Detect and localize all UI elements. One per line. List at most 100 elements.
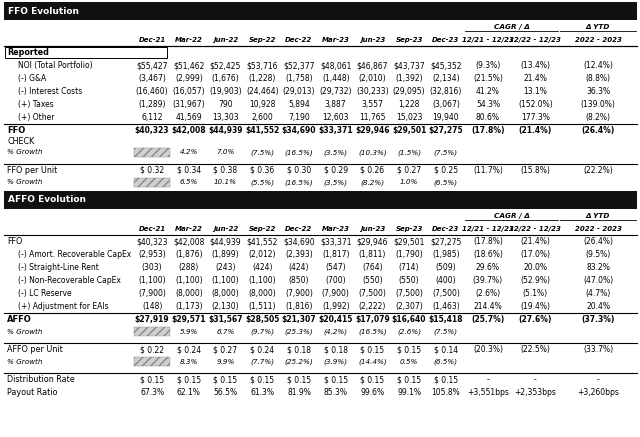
Text: Mar-23: Mar-23 bbox=[322, 37, 349, 43]
Text: $ 0.18: $ 0.18 bbox=[287, 345, 311, 354]
Text: CAGR / Δ: CAGR / Δ bbox=[493, 213, 530, 219]
Text: (15.8%): (15.8%) bbox=[520, 166, 550, 175]
Text: (550): (550) bbox=[362, 276, 383, 285]
Text: $20,415: $20,415 bbox=[319, 315, 353, 324]
Text: (4.2%): (4.2%) bbox=[324, 328, 348, 335]
Text: $44,939: $44,939 bbox=[210, 237, 241, 246]
Text: $40,323: $40,323 bbox=[135, 126, 170, 135]
Text: (22.5%): (22.5%) bbox=[520, 345, 550, 354]
Text: (1.5%): (1.5%) bbox=[397, 149, 421, 156]
Text: (1,228): (1,228) bbox=[248, 74, 276, 83]
Text: $17,079: $17,079 bbox=[355, 315, 390, 324]
Text: 0.5%: 0.5% bbox=[400, 358, 419, 364]
Text: 12/22 - 12/23: 12/22 - 12/23 bbox=[509, 37, 561, 43]
Text: (424): (424) bbox=[252, 263, 273, 272]
Text: 99.6%: 99.6% bbox=[360, 388, 385, 397]
Text: Δ YTD: Δ YTD bbox=[586, 24, 611, 30]
Text: $42,008: $42,008 bbox=[173, 237, 205, 246]
Text: Sep-23: Sep-23 bbox=[396, 37, 423, 43]
Text: Dec-21: Dec-21 bbox=[138, 226, 166, 232]
Text: $ 0.25: $ 0.25 bbox=[434, 166, 458, 175]
Text: (7,500): (7,500) bbox=[432, 289, 460, 298]
Text: 5,894: 5,894 bbox=[288, 100, 310, 109]
Text: 12/22 - 12/23: 12/22 - 12/23 bbox=[509, 226, 561, 232]
Text: 15,023: 15,023 bbox=[396, 113, 422, 122]
Text: (547): (547) bbox=[325, 263, 346, 272]
Text: (764): (764) bbox=[362, 263, 383, 272]
Text: Jun-22: Jun-22 bbox=[213, 226, 238, 232]
Bar bbox=[4, 191, 637, 209]
Text: CAGR / Δ: CAGR / Δ bbox=[493, 24, 530, 30]
Text: $53,716: $53,716 bbox=[246, 61, 278, 70]
Text: (16.5%): (16.5%) bbox=[285, 179, 314, 186]
Text: (1,985): (1,985) bbox=[432, 250, 460, 259]
Text: (33.7%): (33.7%) bbox=[583, 345, 613, 354]
Text: (17.8%): (17.8%) bbox=[473, 237, 503, 246]
Text: 1.0%: 1.0% bbox=[400, 180, 419, 185]
Text: (-) G&A: (-) G&A bbox=[18, 74, 46, 83]
Text: $33,371: $33,371 bbox=[318, 126, 353, 135]
Text: (7.5%): (7.5%) bbox=[434, 328, 458, 335]
Text: Jun-22: Jun-22 bbox=[213, 37, 238, 43]
Text: (20.3%): (20.3%) bbox=[473, 345, 503, 354]
Text: $ 0.27: $ 0.27 bbox=[397, 166, 421, 175]
Text: 99.1%: 99.1% bbox=[397, 388, 421, 397]
Text: $ 0.15: $ 0.15 bbox=[177, 375, 201, 384]
Text: (37.3%): (37.3%) bbox=[581, 315, 615, 324]
Text: 6,112: 6,112 bbox=[141, 113, 163, 122]
Text: (2,307): (2,307) bbox=[396, 302, 423, 311]
Text: $ 0.38: $ 0.38 bbox=[214, 166, 237, 175]
Text: (7,500): (7,500) bbox=[395, 289, 423, 298]
Text: 3,887: 3,887 bbox=[325, 100, 346, 109]
Text: $ 0.29: $ 0.29 bbox=[324, 166, 348, 175]
Text: (16.5%): (16.5%) bbox=[358, 328, 387, 335]
Text: % Growth: % Growth bbox=[7, 149, 42, 156]
Text: (31,967): (31,967) bbox=[173, 100, 205, 109]
Text: % Growth: % Growth bbox=[7, 329, 42, 334]
Text: (1,100): (1,100) bbox=[212, 276, 239, 285]
Text: Jun-23: Jun-23 bbox=[360, 226, 385, 232]
Text: (8.8%): (8.8%) bbox=[586, 74, 611, 83]
Text: $21,307: $21,307 bbox=[282, 315, 316, 324]
Text: (4.7%): (4.7%) bbox=[586, 289, 611, 298]
Text: Dec-21: Dec-21 bbox=[138, 37, 166, 43]
Text: AFFO Evolution: AFFO Evolution bbox=[8, 195, 86, 205]
Text: 29.6%: 29.6% bbox=[476, 263, 500, 272]
Text: (+) Taxes: (+) Taxes bbox=[18, 100, 54, 109]
Text: $28,505: $28,505 bbox=[245, 315, 280, 324]
Text: +3,551bps: +3,551bps bbox=[467, 388, 509, 397]
Text: (25.3%): (25.3%) bbox=[285, 328, 314, 335]
Text: $ 0.22: $ 0.22 bbox=[140, 345, 164, 354]
Text: 6.5%: 6.5% bbox=[180, 180, 198, 185]
Text: $41,552: $41,552 bbox=[245, 126, 280, 135]
Text: $34,690: $34,690 bbox=[283, 237, 315, 246]
Text: 2,600: 2,600 bbox=[252, 113, 273, 122]
Text: (19.4%): (19.4%) bbox=[520, 302, 550, 311]
Text: (21.5%): (21.5%) bbox=[473, 74, 503, 83]
Text: (509): (509) bbox=[436, 263, 456, 272]
Text: 20.4%: 20.4% bbox=[586, 302, 610, 311]
Text: $ 0.15: $ 0.15 bbox=[214, 375, 237, 384]
Text: 4.2%: 4.2% bbox=[180, 149, 198, 156]
Text: Dec-22: Dec-22 bbox=[285, 37, 312, 43]
Text: (8.2%): (8.2%) bbox=[360, 179, 385, 186]
Text: $16,640: $16,640 bbox=[392, 315, 426, 324]
Text: (1,790): (1,790) bbox=[396, 250, 423, 259]
Text: (22.2%): (22.2%) bbox=[583, 166, 613, 175]
Text: (9.5%): (9.5%) bbox=[586, 250, 611, 259]
Text: (+) Adjustment for EAIs: (+) Adjustment for EAIs bbox=[18, 302, 109, 311]
Text: (-) Amort. Recoverable CapEx: (-) Amort. Recoverable CapEx bbox=[18, 250, 131, 259]
Text: (7.5%): (7.5%) bbox=[250, 149, 275, 156]
Text: Sep-22: Sep-22 bbox=[248, 226, 276, 232]
Text: (550): (550) bbox=[399, 276, 419, 285]
Text: NOI (Total Portfolio): NOI (Total Portfolio) bbox=[18, 61, 93, 70]
Text: Jun-23: Jun-23 bbox=[360, 37, 385, 43]
Text: FFO per Unit: FFO per Unit bbox=[7, 166, 57, 175]
Text: (7,900): (7,900) bbox=[138, 289, 166, 298]
Text: (139.0%): (139.0%) bbox=[580, 100, 616, 109]
Text: $ 0.24: $ 0.24 bbox=[177, 345, 201, 354]
Text: $27,275: $27,275 bbox=[430, 237, 461, 246]
Text: 7,190: 7,190 bbox=[288, 113, 310, 122]
Text: (24,464): (24,464) bbox=[246, 87, 278, 96]
Text: (21.4%): (21.4%) bbox=[520, 237, 550, 246]
